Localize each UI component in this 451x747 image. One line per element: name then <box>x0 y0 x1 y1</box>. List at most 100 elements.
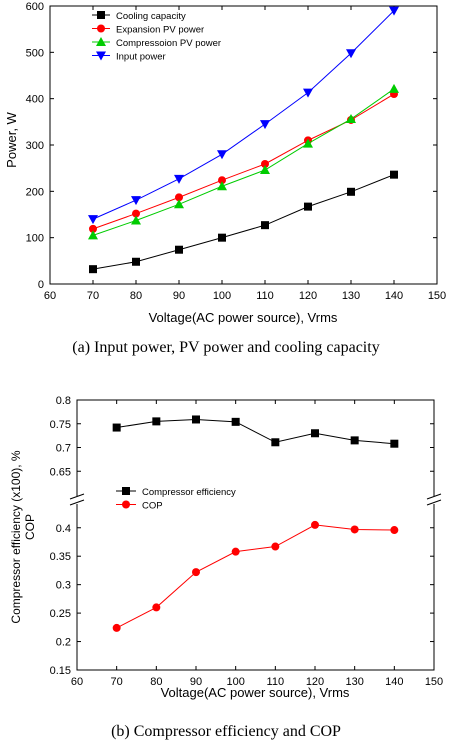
chart-b-y-ticks: 0.65 0.7 0.75 0.8 0.15 0.2 0.25 0.3 0.35 0.4 <box>50 395 434 677</box>
chart-b-y-tick-label-lower: 0.35 <box>50 551 71 563</box>
chart-b-x-tick-label: 70 <box>111 676 123 688</box>
chart-b-data-point <box>311 520 319 529</box>
chart-a-x-tick-label: 70 <box>87 290 99 302</box>
chart-b-data-point <box>390 526 399 535</box>
chart-a-y-tick-label: 600 <box>26 1 44 13</box>
chart-a: 60 70 80 90 100 110 120 130 140 150 0 100 200 300 400… <box>4 1 446 356</box>
chart-b-axis-break <box>69 493 442 506</box>
chart-b-x-tick-label: 150 <box>425 676 443 688</box>
chart-b-x-tick-label: 100 <box>226 676 244 688</box>
chart-b-data-point <box>350 436 359 445</box>
chart-b-data-point <box>112 423 121 432</box>
chart-a-data-point <box>304 202 312 211</box>
chart-a-data-point <box>260 165 270 175</box>
chart-a-legend-label: Cooling capacity <box>116 11 186 22</box>
chart-a-y-tick-label: 100 <box>26 233 44 245</box>
chart-b-legend-label: Compressor efficiency <box>142 487 236 498</box>
chart-a-x-tick-label: 90 <box>173 290 185 302</box>
chart-a-legend-marker <box>97 24 105 33</box>
chart-b: 60 70 80 90 100 110 120 130 140 150 0.650.70.750.… <box>9 395 443 740</box>
chart-a-data-point <box>217 150 227 160</box>
chart-a-y-axis-label: Power, W <box>4 111 19 167</box>
chart-b-data-point <box>311 429 319 438</box>
chart-b-x-tick-label: 90 <box>190 676 202 688</box>
chart-a-data-point <box>218 176 226 185</box>
chart-a-legend-label: Compressoion PV power <box>116 38 221 49</box>
chart-b-data-point <box>152 417 161 426</box>
chart-a-data-point <box>131 196 141 206</box>
chart-a-x-axis-label: Voltage(AC power source), Vrms <box>149 310 338 325</box>
chart-b-series-line <box>116 524 395 629</box>
chart-a-data-point <box>303 138 313 148</box>
chart-b-data-point <box>231 547 240 556</box>
chart-a-y-tick-label: 500 <box>26 47 44 59</box>
chart-a-series-line <box>92 174 395 270</box>
chart-a-data-point <box>260 120 270 130</box>
chart-a-data-point <box>175 193 183 202</box>
chart-a-x-tick-label: 120 <box>299 290 317 302</box>
chart-a-data-point <box>174 199 184 209</box>
chart-a-data-point <box>89 265 97 274</box>
chart-b-data-point <box>271 542 280 551</box>
chart-a-data-point <box>389 83 399 93</box>
chart-a-x-tick-label: 130 <box>342 290 360 302</box>
chart-b-series <box>112 415 399 632</box>
chart-a-data-point <box>89 224 97 233</box>
chart-a-series-line <box>92 88 395 236</box>
chart-a-legend: Cooling capacity Expansion PV power Compre… <box>92 11 221 63</box>
chart-a-y-tick-label: 400 <box>26 94 44 106</box>
chart-a-x-tick-label: 100 <box>213 290 231 302</box>
chart-b-y-axis-label-top: Compressor efficiency (x100), % <box>9 450 23 624</box>
chart-b-data-point <box>350 525 359 534</box>
chart-b-axis-break-mark <box>69 493 85 500</box>
chart-b-y-tick-label-lower: 0.3 <box>56 580 71 592</box>
chart-b-data-point <box>390 439 399 448</box>
chart-a-data-point <box>261 159 269 168</box>
chart-b-data-point <box>192 415 200 424</box>
chart-b-legend-label: COP <box>142 501 163 512</box>
chart-a-data-point <box>174 174 184 184</box>
chart-a-legend-label: Input power <box>116 52 166 63</box>
chart-a-legend-marker <box>96 37 106 46</box>
chart-b-data-point <box>152 603 161 612</box>
chart-b-axis-break-gap-left <box>73 496 81 504</box>
chart-b-x-ticks: 60 70 80 90 100 110 120 130 140 150 <box>71 400 443 688</box>
chart-a-x-tick-label: 60 <box>44 290 56 302</box>
chart-b-y-tick-label-lower: 0.15 <box>50 665 71 677</box>
chart-b-axis-break-gap-right <box>430 496 438 504</box>
chart-a-x-tick-label: 140 <box>385 290 403 302</box>
chart-a-data-point <box>347 187 355 196</box>
chart-b-axis-break-mark <box>69 499 85 506</box>
chart-b-x-tick-label: 120 <box>306 676 324 688</box>
chart-a-data-point <box>390 170 398 179</box>
chart-b-data-point <box>192 568 200 577</box>
chart-a-y-tick-label: 0 <box>38 279 44 291</box>
chart-b-axis-break-mark <box>426 493 442 500</box>
chart-a-data-point <box>132 257 140 266</box>
chart-a-data-point <box>389 6 399 16</box>
chart-a-series <box>88 6 399 274</box>
chart-a-plot-frame <box>49 5 438 285</box>
chart-b-y-axis-label-bottom: COP <box>23 514 37 540</box>
chart-a-data-point <box>88 215 98 225</box>
chart-b-y-tick-label-lower: 0.25 <box>50 608 71 620</box>
chart-b-series-line <box>116 418 395 445</box>
chart-a-caption: (a) Input power, PV power and cooling ca… <box>72 339 379 356</box>
chart-a-data-point <box>218 233 226 242</box>
chart-a-x-ticks: 60 70 80 90 100 110 120 130 140 150 <box>44 6 446 302</box>
chart-a-x-tick-label: 80 <box>130 290 142 302</box>
chart-a-data-point <box>346 114 356 124</box>
chart-b-data-point <box>271 438 280 447</box>
chart-b-y-tick-label-lower: 0.2 <box>56 637 71 649</box>
chart-a-data-point <box>132 209 140 218</box>
chart-b-x-tick-label: 110 <box>267 676 285 688</box>
chart-b-legend-marker <box>122 500 130 509</box>
chart-b-y-tick-label-upper: 0.8 <box>56 395 71 407</box>
chart-a-legend-marker <box>97 11 105 19</box>
chart-a-legend-label: Expansion PV power <box>116 25 204 36</box>
chart-a-data-point <box>131 215 141 225</box>
chart-b-x-tick-label: 140 <box>385 676 403 688</box>
chart-a-data-point <box>88 230 98 240</box>
chart-a-y-ticks: 0 100 200 300 400 500 600 <box>26 1 437 291</box>
chart-b-caption: (b) Compressor efficiency and COP <box>111 723 341 740</box>
